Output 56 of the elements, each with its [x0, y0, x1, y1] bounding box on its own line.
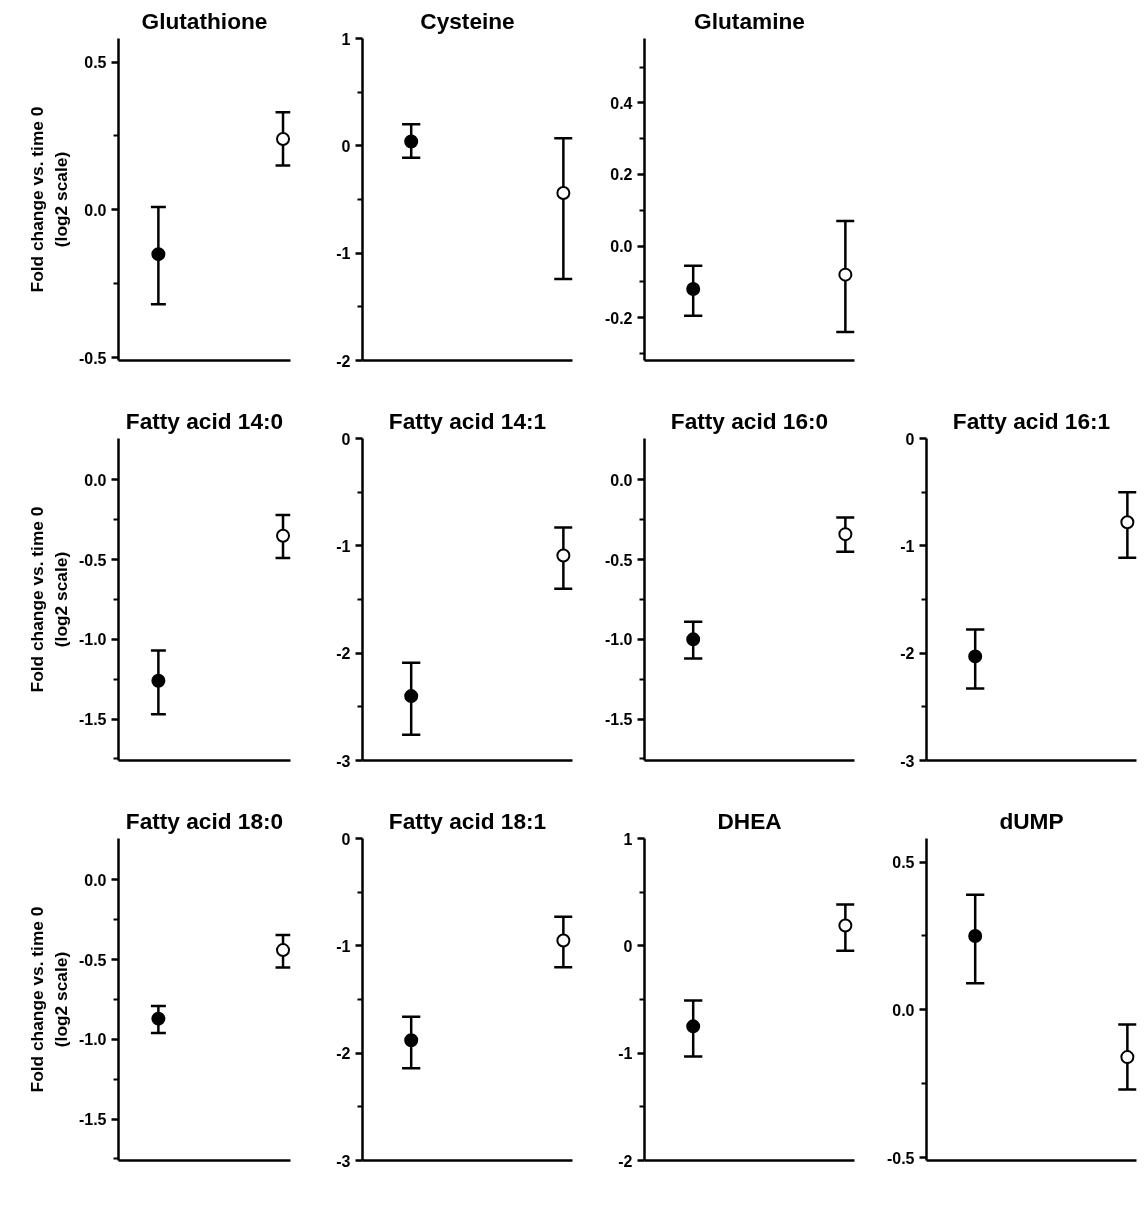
y-tick-label: -1.0 — [78, 1031, 107, 1049]
y-tick-label: 0.0 — [84, 471, 107, 489]
y-tick-label: -1.0 — [604, 631, 633, 649]
y-axis-title: Fold change vs. time 0 (log2 scale) — [26, 506, 71, 693]
y-tick-label: 0.0 — [84, 871, 107, 889]
y-tick-label: -0.5 — [78, 551, 107, 569]
chart-title: DHEA — [717, 807, 782, 834]
chart-title: Fatty acid 18:0 — [125, 807, 284, 834]
chart-title: Fatty acid 16:1 — [952, 407, 1111, 434]
y-tick-label: 1 — [623, 830, 633, 848]
y-tick-label: 0.5 — [892, 854, 915, 872]
y-tick-label: -2 — [336, 352, 351, 370]
chart-title: Fatty acid 16:0 — [670, 407, 829, 434]
y-tick-label: -0.5 — [604, 551, 633, 569]
y-tick-label: 0.0 — [892, 1001, 915, 1019]
y-tick-label: 0 — [905, 430, 915, 448]
y-tick-label: 0 — [341, 830, 351, 848]
y-tick-label: 0.4 — [610, 94, 633, 112]
y-tick-label: -1 — [336, 245, 351, 263]
y-tick-label: 0.0 — [610, 471, 633, 489]
y-tick-label: -2 — [618, 1152, 633, 1170]
y-axis-title: Fold change vs. time 0 (log2 scale) — [26, 106, 71, 293]
y-tick-label: -1.0 — [78, 631, 107, 649]
y-tick-label: 0.2 — [610, 166, 633, 184]
y-tick-label: 0.0 — [84, 201, 107, 219]
chart-title: Glutathione — [141, 7, 268, 34]
y-tick-label: -1.5 — [604, 711, 633, 729]
y-tick-label: -1.5 — [78, 711, 107, 729]
chart-title: Fatty acid 14:0 — [125, 407, 284, 434]
y-tick-label: -0.5 — [78, 349, 107, 367]
y-tick-label: -1.5 — [78, 1111, 107, 1129]
chart-title: Cysteine — [420, 7, 515, 34]
y-axis-title: Fold change vs. time 0 (log2 scale) — [26, 906, 71, 1093]
y-tick-label: 0 — [341, 137, 351, 155]
chart-title: Fatty acid 18:1 — [388, 807, 547, 834]
y-tick-label: 0 — [623, 937, 633, 955]
y-tick-label: -3 — [900, 752, 915, 770]
y-tick-label: -2 — [336, 645, 351, 663]
chart-title: dUMP — [999, 807, 1064, 834]
chart-title: Glutamine — [694, 7, 805, 34]
y-tick-label: -2 — [900, 645, 915, 663]
y-tick-label: -1 — [900, 537, 915, 555]
y-tick-label: -3 — [336, 1152, 351, 1170]
y-tick-label: 0.0 — [610, 238, 633, 256]
y-tick-label: -1 — [336, 537, 351, 555]
y-tick-label: -0.5 — [886, 1149, 915, 1167]
y-tick-label: -1 — [336, 937, 351, 955]
chart-title: Fatty acid 14:1 — [388, 407, 547, 434]
y-tick-label: -2 — [336, 1045, 351, 1063]
y-tick-label: -3 — [336, 752, 351, 770]
y-tick-label: -1 — [618, 1045, 633, 1063]
y-tick-label: 0.5 — [84, 54, 107, 72]
y-tick-label: -0.5 — [78, 951, 107, 969]
y-tick-label: -0.2 — [604, 309, 633, 327]
y-tick-label: 1 — [341, 30, 351, 48]
y-tick-label: 0 — [341, 430, 351, 448]
